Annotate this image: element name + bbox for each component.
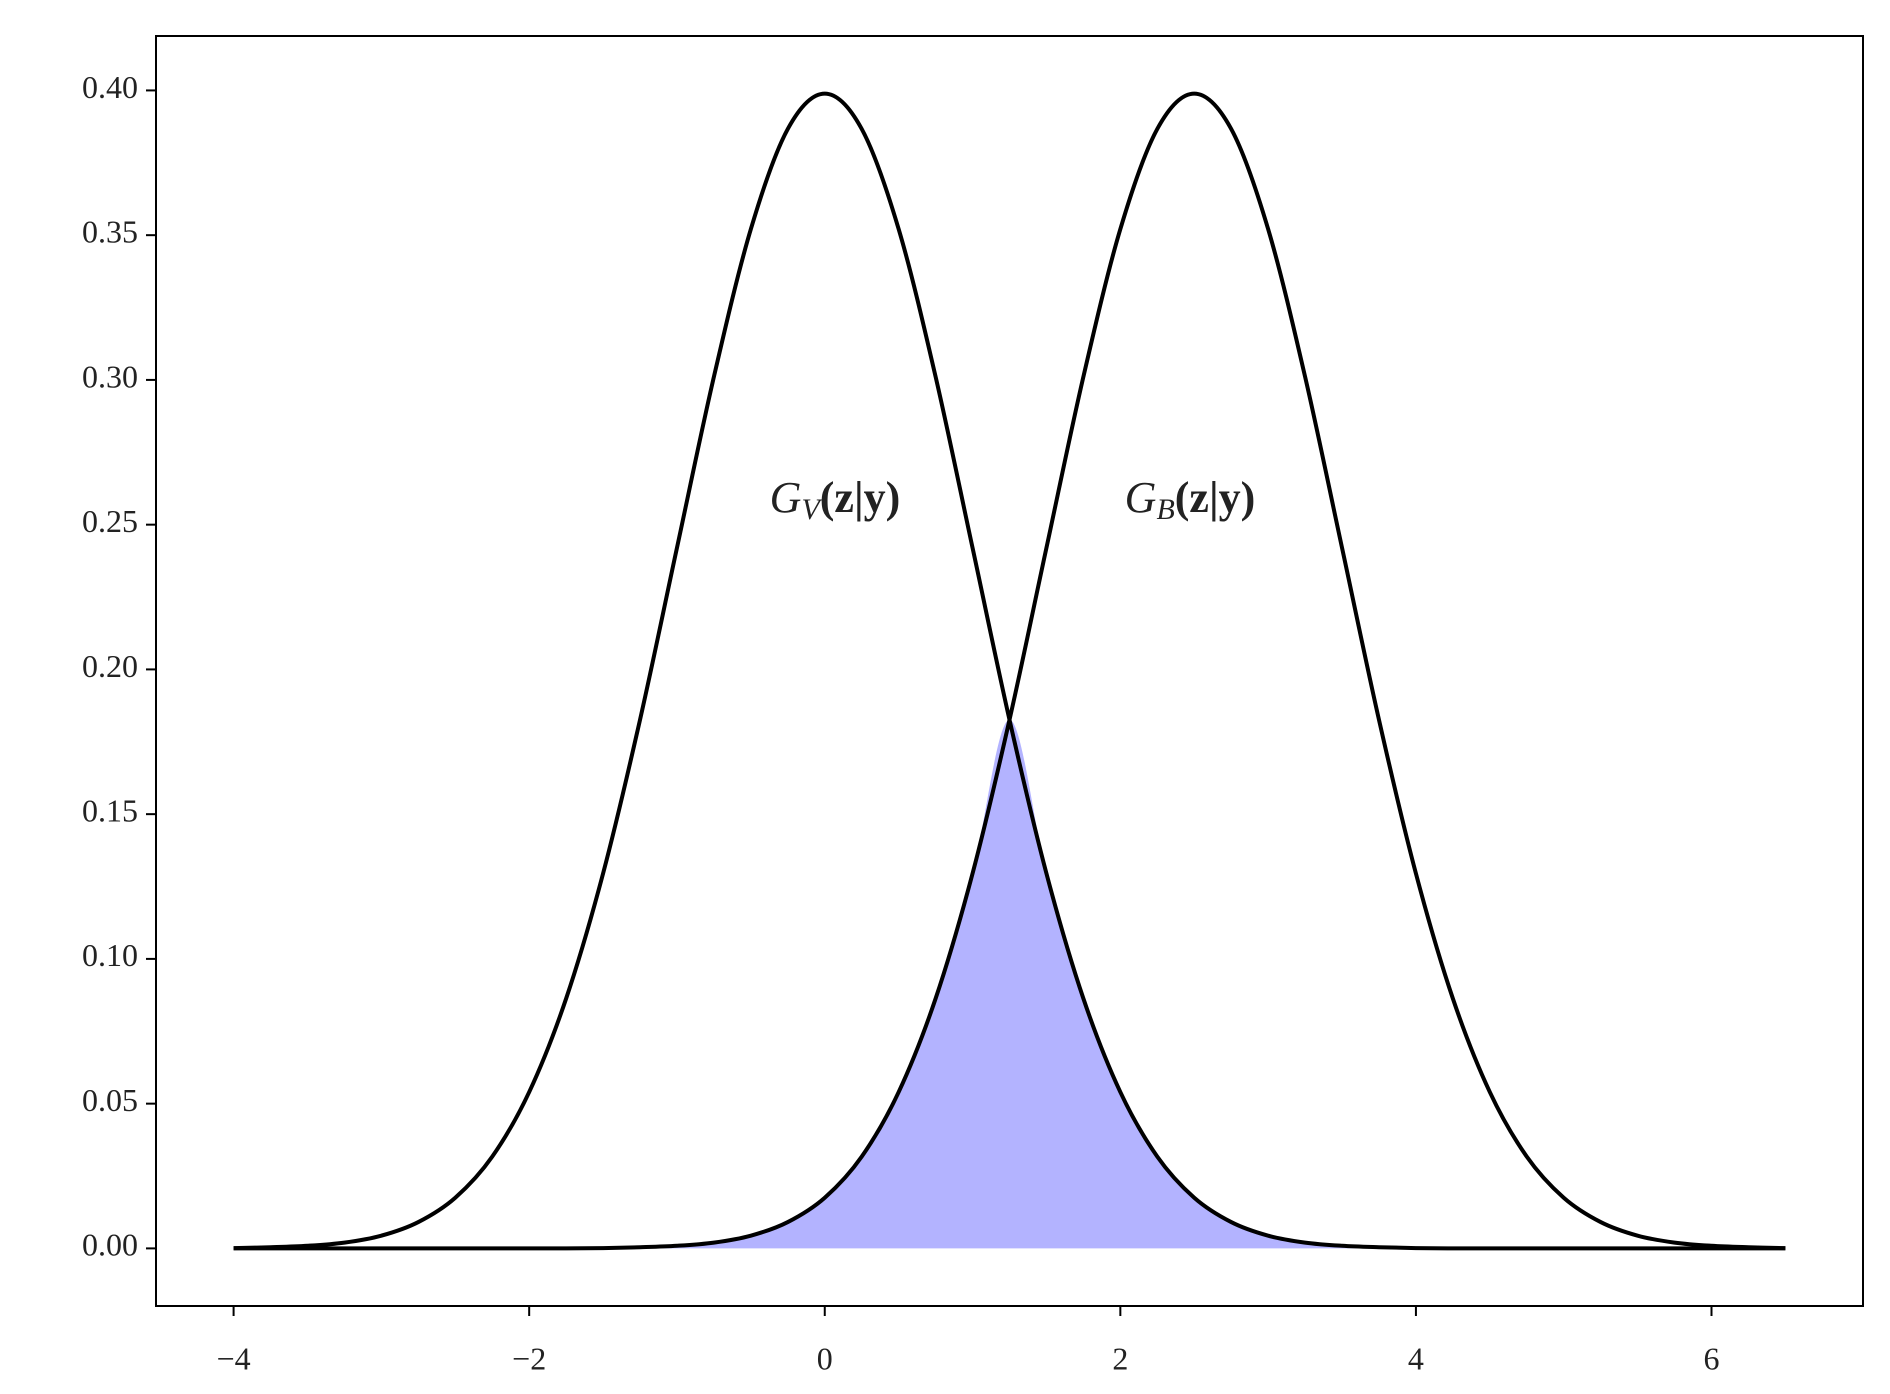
annotation-symbol: G bbox=[770, 473, 802, 522]
annotation: GV(z|y) bbox=[770, 473, 901, 526]
x-tick-label: 0 bbox=[817, 1340, 833, 1376]
y-tick-label: 0.05 bbox=[82, 1082, 138, 1118]
annotation-subscript: V bbox=[801, 493, 823, 526]
density-curve bbox=[233, 91, 1786, 1251]
annotation-args: (z|y) bbox=[1175, 473, 1256, 522]
x-tick-label: −4 bbox=[217, 1340, 251, 1376]
annotation-symbol: G bbox=[1125, 473, 1157, 522]
annotation-subscript: B bbox=[1156, 493, 1174, 526]
annotation: GB(z|y) bbox=[1125, 473, 1256, 526]
annotation-args: (z|y) bbox=[820, 473, 901, 522]
y-tick-label: 0.25 bbox=[82, 503, 138, 539]
y-tick-label: 0.35 bbox=[82, 214, 138, 250]
x-tick-label: 6 bbox=[1704, 1340, 1720, 1376]
plot-frame bbox=[155, 35, 1864, 1307]
x-tick-label: 4 bbox=[1408, 1340, 1424, 1376]
y-tick-label: 0.15 bbox=[82, 792, 138, 828]
overlap-area bbox=[233, 719, 1786, 1249]
x-tick-label: 2 bbox=[1112, 1340, 1128, 1376]
y-tick-label: 0.10 bbox=[82, 937, 138, 973]
density-curve bbox=[233, 91, 1786, 1251]
y-tick-label: 0.20 bbox=[82, 648, 138, 684]
y-tick-label: 0.40 bbox=[82, 69, 138, 105]
y-tick-label: 0.30 bbox=[82, 358, 138, 394]
x-tick-label: −2 bbox=[512, 1340, 546, 1376]
y-tick-label: 0.00 bbox=[82, 1227, 138, 1263]
